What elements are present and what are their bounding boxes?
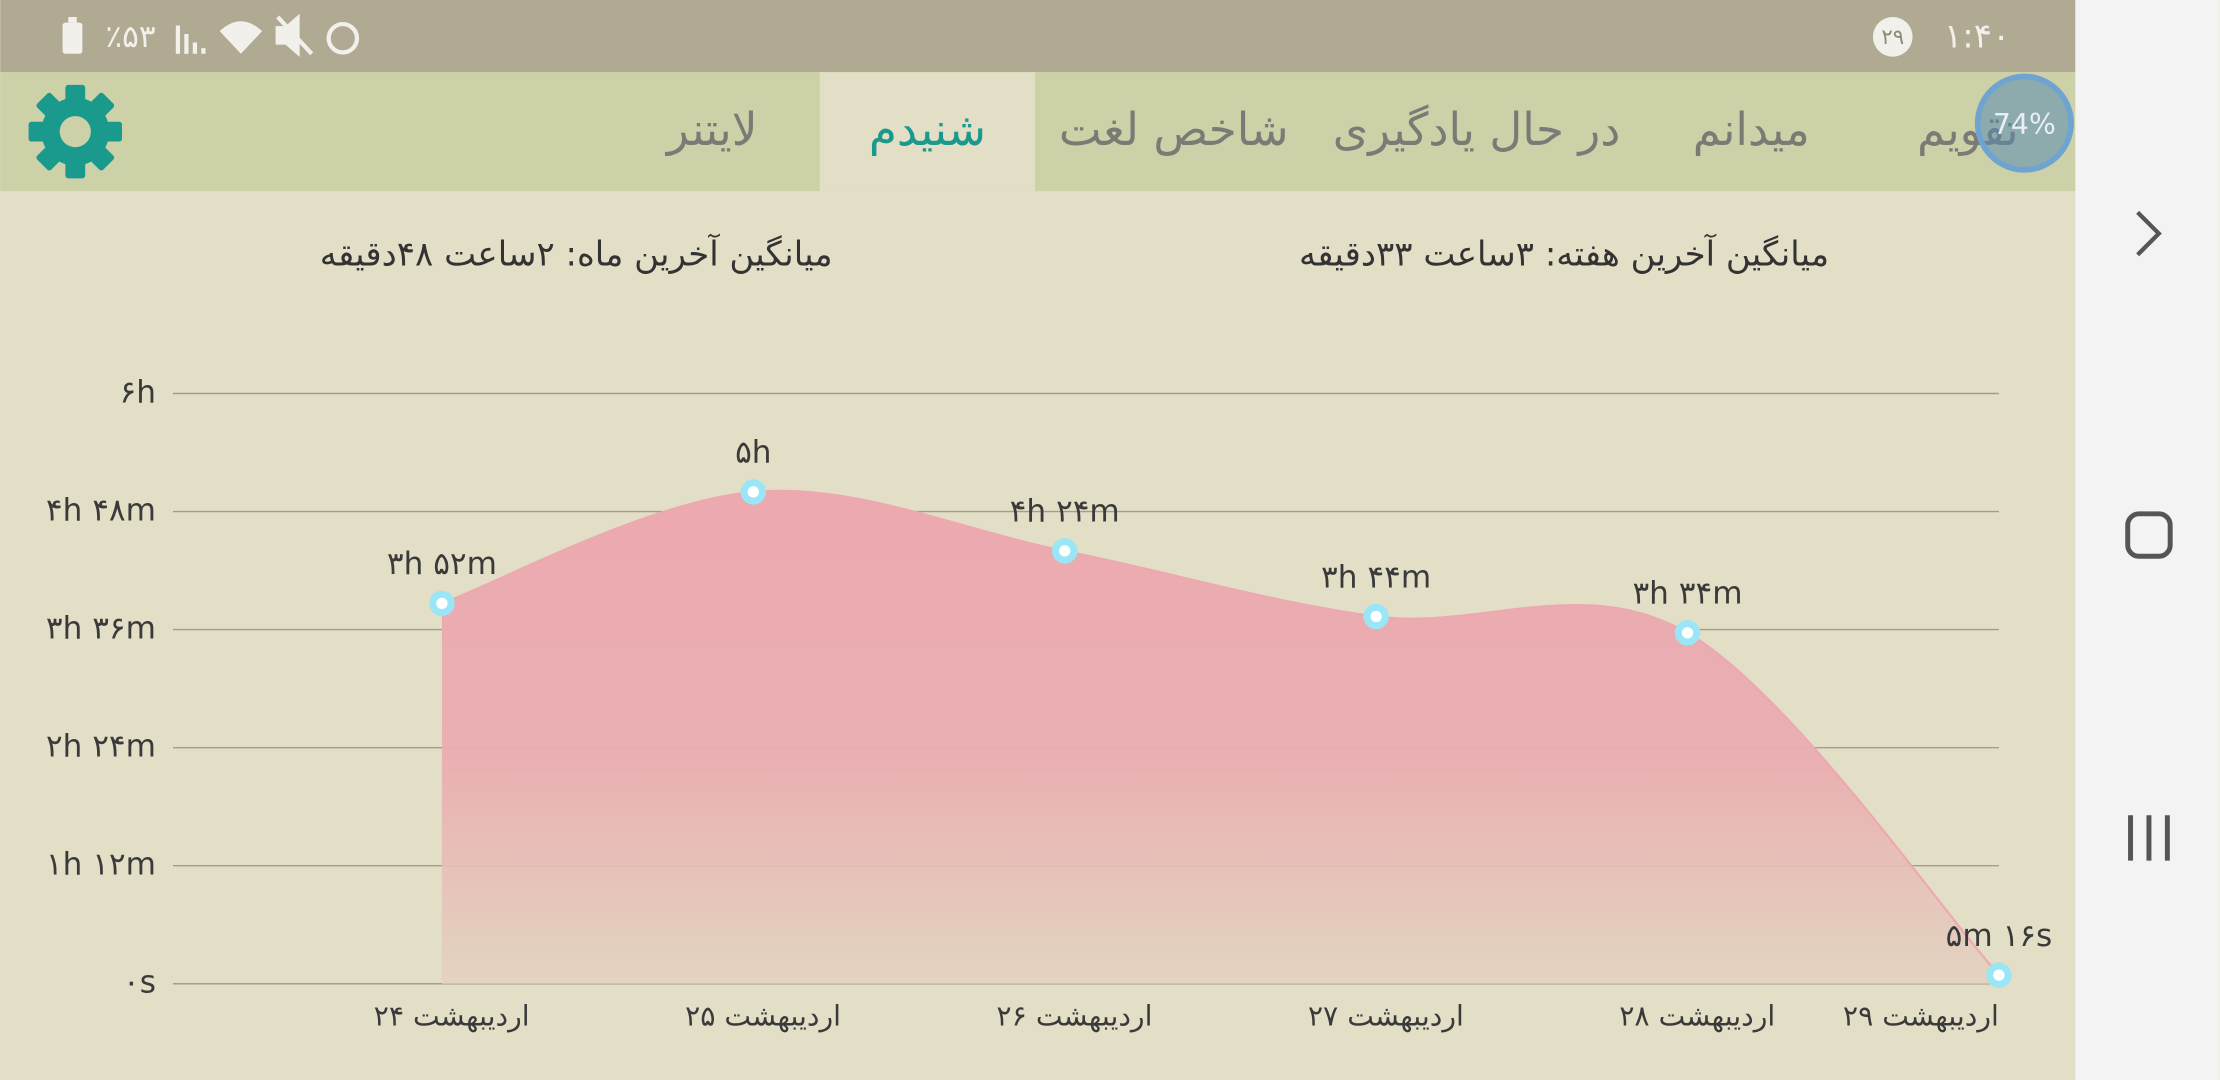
area-line bbox=[441, 489, 2000, 976]
floating-widget[interactable] bbox=[1974, 73, 2074, 173]
data-point-center bbox=[1059, 545, 1071, 557]
data-point-center bbox=[1993, 969, 2005, 981]
value-label: ۳h ۳۴m bbox=[1632, 576, 1742, 612]
data-point-center bbox=[1370, 610, 1382, 623]
tab-bar bbox=[0, 72, 2076, 192]
value-label: ۳h ۴۴m bbox=[1321, 559, 1431, 595]
x-tick-label: ۲۸ اردیبهشت bbox=[1619, 1000, 1775, 1033]
value-label: ۳h ۵۲m bbox=[387, 546, 497, 582]
battery-level: ٪۵۳ bbox=[105, 19, 155, 55]
y-tick-label: ۳h ۳۶m bbox=[46, 611, 156, 647]
mute-icon bbox=[275, 13, 314, 58]
tab-label[interactable]: در حال یادگیری bbox=[1333, 103, 1621, 157]
y-tick-label: ۶h bbox=[120, 374, 156, 410]
notification-count: ۲۹ bbox=[1881, 25, 1904, 50]
y-tick-label: ۴h ۴۸m bbox=[46, 493, 156, 529]
settings-button[interactable] bbox=[28, 84, 123, 179]
battery-tip bbox=[68, 16, 77, 23]
floating-widget-label: 74% bbox=[1993, 108, 2056, 141]
clock: ۱:۴۰ bbox=[1944, 17, 2010, 57]
navigation-bar bbox=[2075, 0, 2220, 1080]
tab-label[interactable]: میدانم bbox=[1693, 103, 1810, 156]
selected-tab-background bbox=[819, 72, 1035, 192]
data-point-center bbox=[747, 486, 759, 498]
chart: ۰s ۱h ۱۲m ۲h ۲۴m ۳h ۳۶m ۴h ۴۸m ۶h ۳h ۵۲m ۲۴ ارد… bbox=[46, 374, 2052, 1032]
data-point-center bbox=[1681, 627, 1694, 639]
value-label: ۵m ۱۶s bbox=[1946, 918, 2053, 954]
tab-label[interactable]: لایتنر bbox=[665, 103, 758, 157]
battery-icon bbox=[62, 22, 83, 54]
notification-badge bbox=[1872, 16, 1913, 57]
y-tick-label: ۲h ۲۴m bbox=[46, 729, 156, 765]
month-average: میانگین آخرین ماه: ۲ساعت ۴۸دقیقه bbox=[320, 234, 833, 275]
x-tick-label: ۲۶ اردیبهشت bbox=[996, 1000, 1152, 1033]
status-bar bbox=[0, 0, 2076, 73]
status-icons bbox=[62, 13, 360, 58]
x-tick-label: ۲۴ اردیبهشت bbox=[374, 1000, 530, 1033]
forward-button[interactable] bbox=[2136, 210, 2162, 257]
data-point-center bbox=[436, 597, 448, 610]
recents-button[interactable] bbox=[2128, 815, 2170, 861]
y-tick-label: ۱h ۱۲m bbox=[46, 847, 156, 883]
y-tick-label: ۰s bbox=[123, 965, 156, 1001]
wifi-icon bbox=[219, 21, 263, 54]
area bbox=[441, 490, 1999, 984]
week-average: میانگین آخرین هفته: ۳ساعت ۳۳دقیقه bbox=[1299, 234, 1829, 275]
x-tick-label: ۲۵ اردیبهشت bbox=[685, 1000, 841, 1033]
value-label: ۵h bbox=[735, 435, 771, 471]
tab-label[interactable]: شنیدم bbox=[869, 103, 986, 156]
home-button[interactable] bbox=[2125, 511, 2173, 559]
tab-label[interactable]: شاخص لغت bbox=[1059, 103, 1289, 156]
x-tick-label: ۲۷ اردیبهشت bbox=[1308, 1000, 1464, 1033]
alarm-icon bbox=[326, 21, 360, 55]
x-tick-label: ۲۹ اردیبهشت bbox=[1843, 1000, 1999, 1033]
value-label: ۴h ۲۴m bbox=[1010, 494, 1120, 530]
signal-icon bbox=[175, 25, 206, 54]
